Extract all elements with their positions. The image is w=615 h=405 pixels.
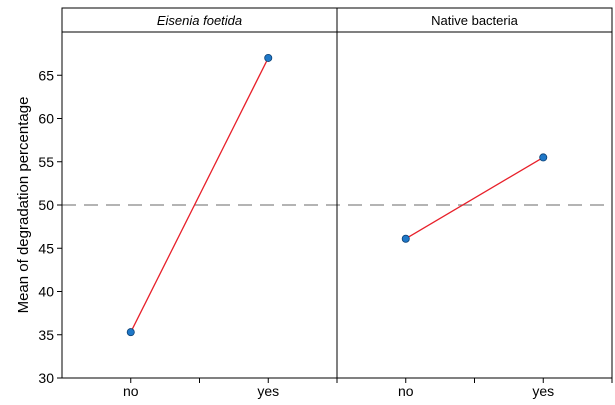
y-tick-label: 35 (38, 327, 54, 343)
axes: 30 35 40 45 50 55 60 65 no yes no yes (38, 67, 613, 399)
y-tick-label: 50 (38, 197, 54, 213)
labels: Mean of degradation percentage Eisenia f… (15, 13, 519, 313)
plot-frame (61, 7, 613, 379)
x-tick-label-yes: yes (532, 383, 554, 399)
y-tick-label: 60 (38, 111, 54, 127)
data-point-yes (539, 153, 548, 162)
x-tick-label-no: no (123, 383, 139, 399)
y-axis-title: Mean of degradation percentage (15, 97, 32, 314)
panel-title-eisenia-foetida: Eisenia foetida (157, 13, 242, 28)
x-tick-label-yes: yes (257, 383, 279, 399)
y-tick-label: 55 (38, 154, 54, 170)
data-point-no (126, 328, 135, 337)
y-tick-label: 40 (38, 284, 54, 300)
y-tick-label: 45 (38, 240, 54, 256)
panel-title-native-bacteria: Native bacteria (431, 13, 518, 28)
series-line-panel-1 (405, 156, 544, 240)
series (126, 53, 548, 337)
data-point-no (401, 234, 410, 243)
data-point-yes (264, 53, 273, 62)
y-tick-label: 65 (38, 67, 54, 83)
y-tick-label: 30 (38, 370, 54, 386)
x-tick-label-no: no (398, 383, 414, 399)
series-line-panel-0 (130, 57, 269, 333)
